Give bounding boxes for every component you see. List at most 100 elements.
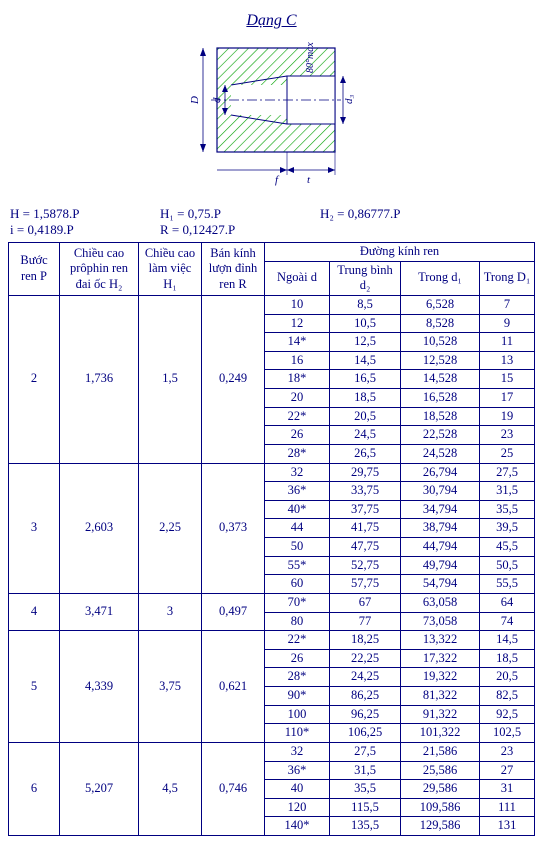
cell-H1: 4,5 bbox=[139, 742, 202, 835]
cell-diam: 12,5 bbox=[330, 333, 401, 352]
cell-diam: 13 bbox=[480, 351, 535, 370]
cell-diam: 31,5 bbox=[330, 761, 401, 780]
formula-H: H = 1,5878.P bbox=[10, 206, 160, 222]
dim-taper: 80°max bbox=[305, 42, 316, 73]
cell-diam: 10,528 bbox=[401, 333, 480, 352]
cell-diam: 8,528 bbox=[401, 314, 480, 333]
cell-diam: 22,528 bbox=[401, 426, 480, 445]
cell-H2: 4,339 bbox=[60, 631, 139, 743]
cell-diam: 50,5 bbox=[480, 556, 535, 575]
cell-diam: 16,5 bbox=[330, 370, 401, 389]
th-diam-group: Đường kính ren bbox=[265, 243, 535, 262]
cell-diam: 19 bbox=[480, 407, 535, 426]
cell-diam: 31,5 bbox=[480, 482, 535, 501]
cell-R: 0,497 bbox=[202, 593, 265, 630]
cell-diam: 27 bbox=[480, 761, 535, 780]
cell-diam: 67 bbox=[330, 593, 401, 612]
page-title: Dạng C bbox=[8, 12, 535, 30]
cell-diam: 22,25 bbox=[330, 649, 401, 668]
cell-diam: 37,75 bbox=[330, 500, 401, 519]
th-R: Bán kính lượn đỉnh ren R bbox=[202, 243, 265, 296]
cell-diam: 49,794 bbox=[401, 556, 480, 575]
cell-diam: 41,75 bbox=[330, 519, 401, 538]
cell-diam: 20 bbox=[265, 389, 330, 408]
th-H2: Chiều cao prôphin ren đai ốc H₂ bbox=[60, 243, 139, 296]
cell-diam: 24,528 bbox=[401, 444, 480, 463]
cell-diam: 35,5 bbox=[480, 500, 535, 519]
formula-R: R = 0,12427.P bbox=[160, 222, 320, 238]
cell-diam: 70* bbox=[265, 593, 330, 612]
cell-diam: 20,5 bbox=[330, 407, 401, 426]
cell-diam: 17,322 bbox=[401, 649, 480, 668]
th-d1: Trong d₁ bbox=[401, 261, 480, 295]
cell-diam: 23 bbox=[480, 426, 535, 445]
cell-diam: 10 bbox=[265, 295, 330, 314]
cell-diam: 131 bbox=[480, 817, 535, 836]
cell-diam: 8,5 bbox=[330, 295, 401, 314]
cell-diam: 13,322 bbox=[401, 631, 480, 650]
cell-diam: 25 bbox=[480, 444, 535, 463]
formula-H1: H₁ = 0,75.P bbox=[160, 206, 320, 222]
cell-diam: 102,5 bbox=[480, 724, 535, 743]
cell-diam: 80 bbox=[265, 612, 330, 631]
cell-diam: 40 bbox=[265, 780, 330, 799]
formulas-row: H = 1,5878.P i = 0,4189.P H₁ = 0,75.P R … bbox=[10, 206, 535, 238]
cell-diam: 34,794 bbox=[401, 500, 480, 519]
cell-diam: 32 bbox=[265, 463, 330, 482]
cell-diam: 19,322 bbox=[401, 668, 480, 687]
cell-diam: 16,528 bbox=[401, 389, 480, 408]
cell-diam: 33,75 bbox=[330, 482, 401, 501]
cell-diam: 91,322 bbox=[401, 705, 480, 724]
cell-diam: 26 bbox=[265, 426, 330, 445]
formula-i: i = 0,4189.P bbox=[10, 222, 160, 238]
dim-d3: d₃ bbox=[343, 95, 355, 105]
cell-diam: 14,5 bbox=[330, 351, 401, 370]
cell-diam: 7 bbox=[480, 295, 535, 314]
cell-diam: 140* bbox=[265, 817, 330, 836]
cell-H2: 3,471 bbox=[60, 593, 139, 630]
cell-diam: 44,794 bbox=[401, 538, 480, 557]
cell-diam: 14,5 bbox=[480, 631, 535, 650]
cell-diam: 15 bbox=[480, 370, 535, 389]
cell-diam: 54,794 bbox=[401, 575, 480, 594]
cell-diam: 74 bbox=[480, 612, 535, 631]
th-P: Bước ren P bbox=[9, 243, 60, 296]
cell-diam: 32 bbox=[265, 742, 330, 761]
cell-P: 5 bbox=[9, 631, 60, 743]
cell-diam: 92,5 bbox=[480, 705, 535, 724]
dim-d: d bbox=[211, 97, 223, 103]
cell-diam: 22* bbox=[265, 631, 330, 650]
cell-diam: 115,5 bbox=[330, 798, 401, 817]
cell-diam: 29,586 bbox=[401, 780, 480, 799]
th-H1: Chiều cao làm việc H₁ bbox=[139, 243, 202, 296]
cell-diam: 21,586 bbox=[401, 742, 480, 761]
cell-diam: 14* bbox=[265, 333, 330, 352]
cell-diam: 39,5 bbox=[480, 519, 535, 538]
cell-diam: 44 bbox=[265, 519, 330, 538]
cell-R: 0,373 bbox=[202, 463, 265, 593]
cell-diam: 45,5 bbox=[480, 538, 535, 557]
cell-diam: 82,5 bbox=[480, 687, 535, 706]
cell-diam: 110* bbox=[265, 724, 330, 743]
cell-diam: 106,25 bbox=[330, 724, 401, 743]
cell-diam: 129,586 bbox=[401, 817, 480, 836]
cell-diam: 109,586 bbox=[401, 798, 480, 817]
cell-diam: 27,5 bbox=[330, 742, 401, 761]
cell-diam: 26,5 bbox=[330, 444, 401, 463]
cell-diam: 24,25 bbox=[330, 668, 401, 687]
thread-diagram: D d d₃ 80°max f t bbox=[8, 40, 535, 194]
cell-diam: 36* bbox=[265, 482, 330, 501]
cell-P: 3 bbox=[9, 463, 60, 593]
cell-diam: 86,25 bbox=[330, 687, 401, 706]
cell-diam: 81,322 bbox=[401, 687, 480, 706]
cell-diam: 40* bbox=[265, 500, 330, 519]
cell-diam: 73,058 bbox=[401, 612, 480, 631]
cell-diam: 18,25 bbox=[330, 631, 401, 650]
cell-diam: 47,75 bbox=[330, 538, 401, 557]
cell-diam: 31 bbox=[480, 780, 535, 799]
cell-R: 0,249 bbox=[202, 295, 265, 463]
cell-diam: 6,528 bbox=[401, 295, 480, 314]
cell-diam: 18,5 bbox=[330, 389, 401, 408]
cell-diam: 10,5 bbox=[330, 314, 401, 333]
cell-diam: 17 bbox=[480, 389, 535, 408]
